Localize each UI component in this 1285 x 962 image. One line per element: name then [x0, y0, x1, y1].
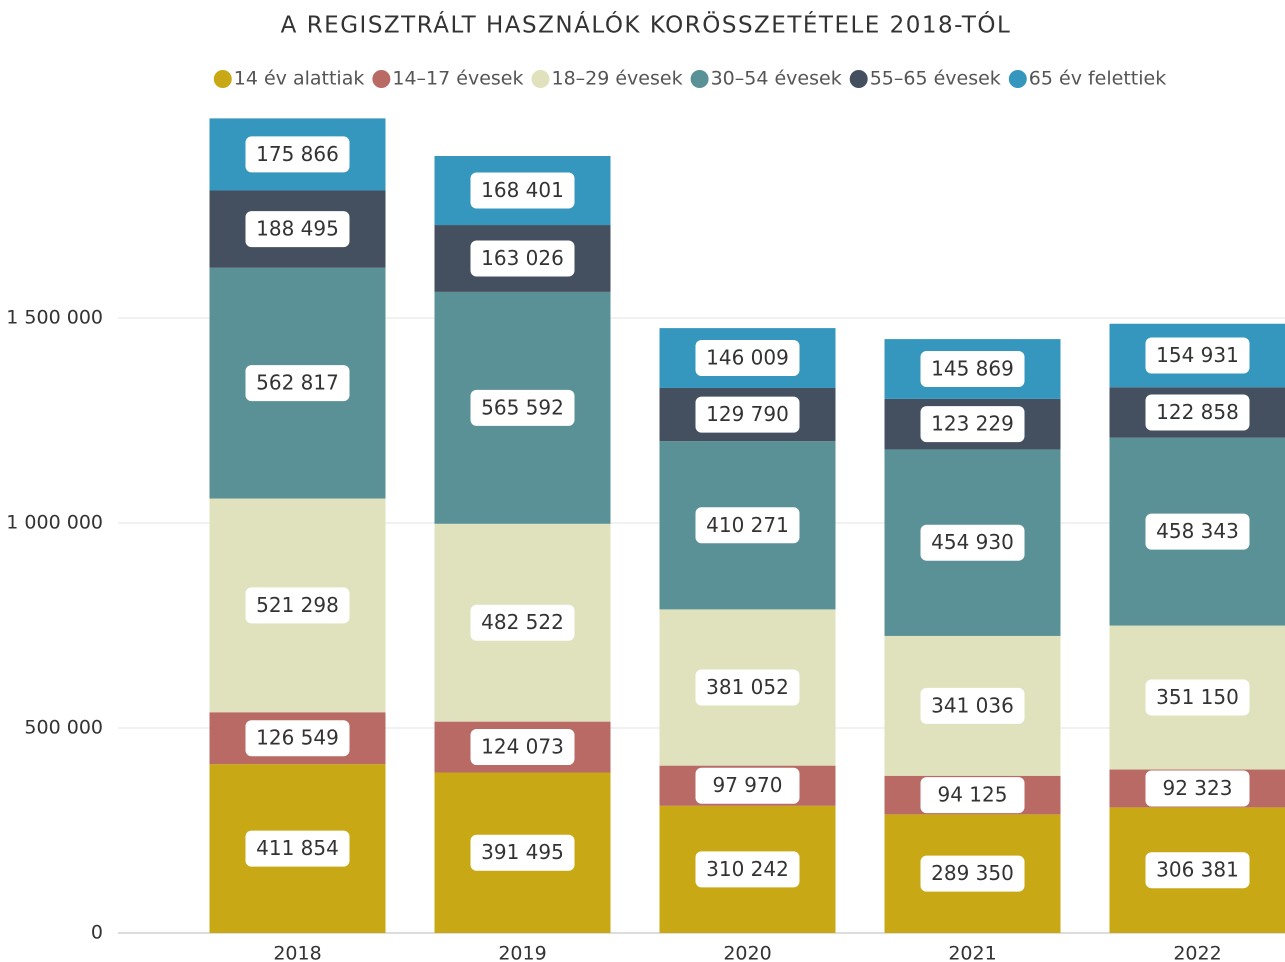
data-label: 306 381 [1156, 858, 1239, 882]
data-label: 122 858 [1156, 400, 1239, 424]
legend-label: 65 év felettiek [1029, 68, 1166, 90]
data-label: 126 549 [256, 726, 339, 750]
legend-label: 55–65 évesek [870, 68, 1001, 90]
data-label: 154 931 [1156, 343, 1239, 367]
legend-swatch [372, 70, 391, 88]
label-box [470, 240, 575, 277]
legend: 14 év alattiak 14–17 évesek 18–29 évesek 30… [213, 68, 1166, 90]
data-label: 565 592 [481, 395, 564, 419]
label-box [1145, 394, 1250, 431]
data-label: 381 052 [706, 675, 789, 699]
label-box [920, 687, 1025, 724]
legend-label: 14 év alattiak [234, 68, 365, 90]
y-tick-label: 1 500 000 [6, 307, 103, 329]
label-box [695, 507, 800, 544]
legend-label: 18–29 évesek [551, 68, 682, 90]
label-box [470, 389, 575, 426]
x-tick-label: 2020 [723, 943, 771, 962]
label-box [245, 720, 350, 757]
data-label: 168 401 [481, 178, 564, 202]
data-label: 175 866 [256, 142, 339, 166]
legend-swatch [849, 70, 868, 88]
legend-label: 30–54 évesek [711, 68, 842, 90]
label-box [470, 729, 575, 766]
label-box [245, 830, 350, 867]
label-box [1145, 337, 1250, 374]
legend-swatch [213, 70, 232, 88]
data-label: 124 073 [481, 735, 564, 759]
data-label: 411 854 [256, 836, 339, 860]
label-box [245, 136, 350, 173]
data-label: 562 817 [256, 371, 339, 395]
data-label: 163 026 [481, 246, 564, 270]
label-box [695, 669, 800, 706]
x-tick-label: 2022 [1173, 943, 1221, 962]
label-box [695, 851, 800, 888]
label-box [1145, 679, 1250, 716]
legend-label: 14–17 évesek [392, 68, 523, 90]
label-box [920, 351, 1025, 388]
x-tick-label: 2019 [498, 943, 546, 962]
data-label: 145 869 [931, 357, 1014, 381]
data-label: 458 343 [1156, 519, 1239, 543]
label-box [695, 767, 800, 804]
data-label: 92 323 [1163, 776, 1233, 800]
data-label: 123 229 [931, 412, 1014, 436]
label-box [245, 587, 350, 624]
data-label: 97 970 [713, 773, 783, 797]
data-label: 289 350 [931, 861, 1014, 885]
data-label: 521 298 [256, 593, 339, 617]
label-box [695, 340, 800, 377]
x-tick-label: 2018 [273, 943, 321, 962]
label-box [1145, 770, 1250, 807]
data-label: 341 036 [931, 693, 1014, 717]
data-label: 94 125 [938, 783, 1008, 807]
label-box [695, 396, 800, 433]
x-tick-label: 2021 [948, 943, 996, 962]
label-box [1145, 513, 1250, 550]
label-box [245, 365, 350, 402]
label-box [470, 834, 575, 871]
data-label: 391 495 [481, 840, 564, 864]
label-box [920, 855, 1025, 892]
data-label: 454 930 [931, 530, 1014, 554]
y-tick-label: 0 [91, 922, 103, 944]
label-box [920, 524, 1025, 561]
y-tick-label: 500 000 [24, 717, 103, 739]
label-box [920, 777, 1025, 814]
chart-title: A REGISZTRÁLT HASZNÁLÓK KORÖSSZETÉTELE 2… [281, 11, 1012, 39]
y-tick-label: 1 000 000 [6, 512, 103, 534]
label-box [1145, 852, 1250, 889]
data-label: 188 495 [256, 217, 339, 241]
label-box [245, 211, 350, 248]
label-box [920, 406, 1025, 443]
label-box [470, 604, 575, 641]
data-label: 410 271 [706, 513, 789, 537]
legend-swatch [531, 70, 550, 88]
data-label: 482 522 [481, 610, 564, 634]
legend-swatch [1008, 70, 1027, 88]
data-label: 146 009 [706, 346, 789, 370]
data-label: 310 242 [706, 857, 789, 881]
data-label: 351 150 [1156, 685, 1239, 709]
label-box [470, 172, 575, 209]
data-label: 129 790 [706, 402, 789, 426]
legend-swatch [690, 70, 709, 88]
